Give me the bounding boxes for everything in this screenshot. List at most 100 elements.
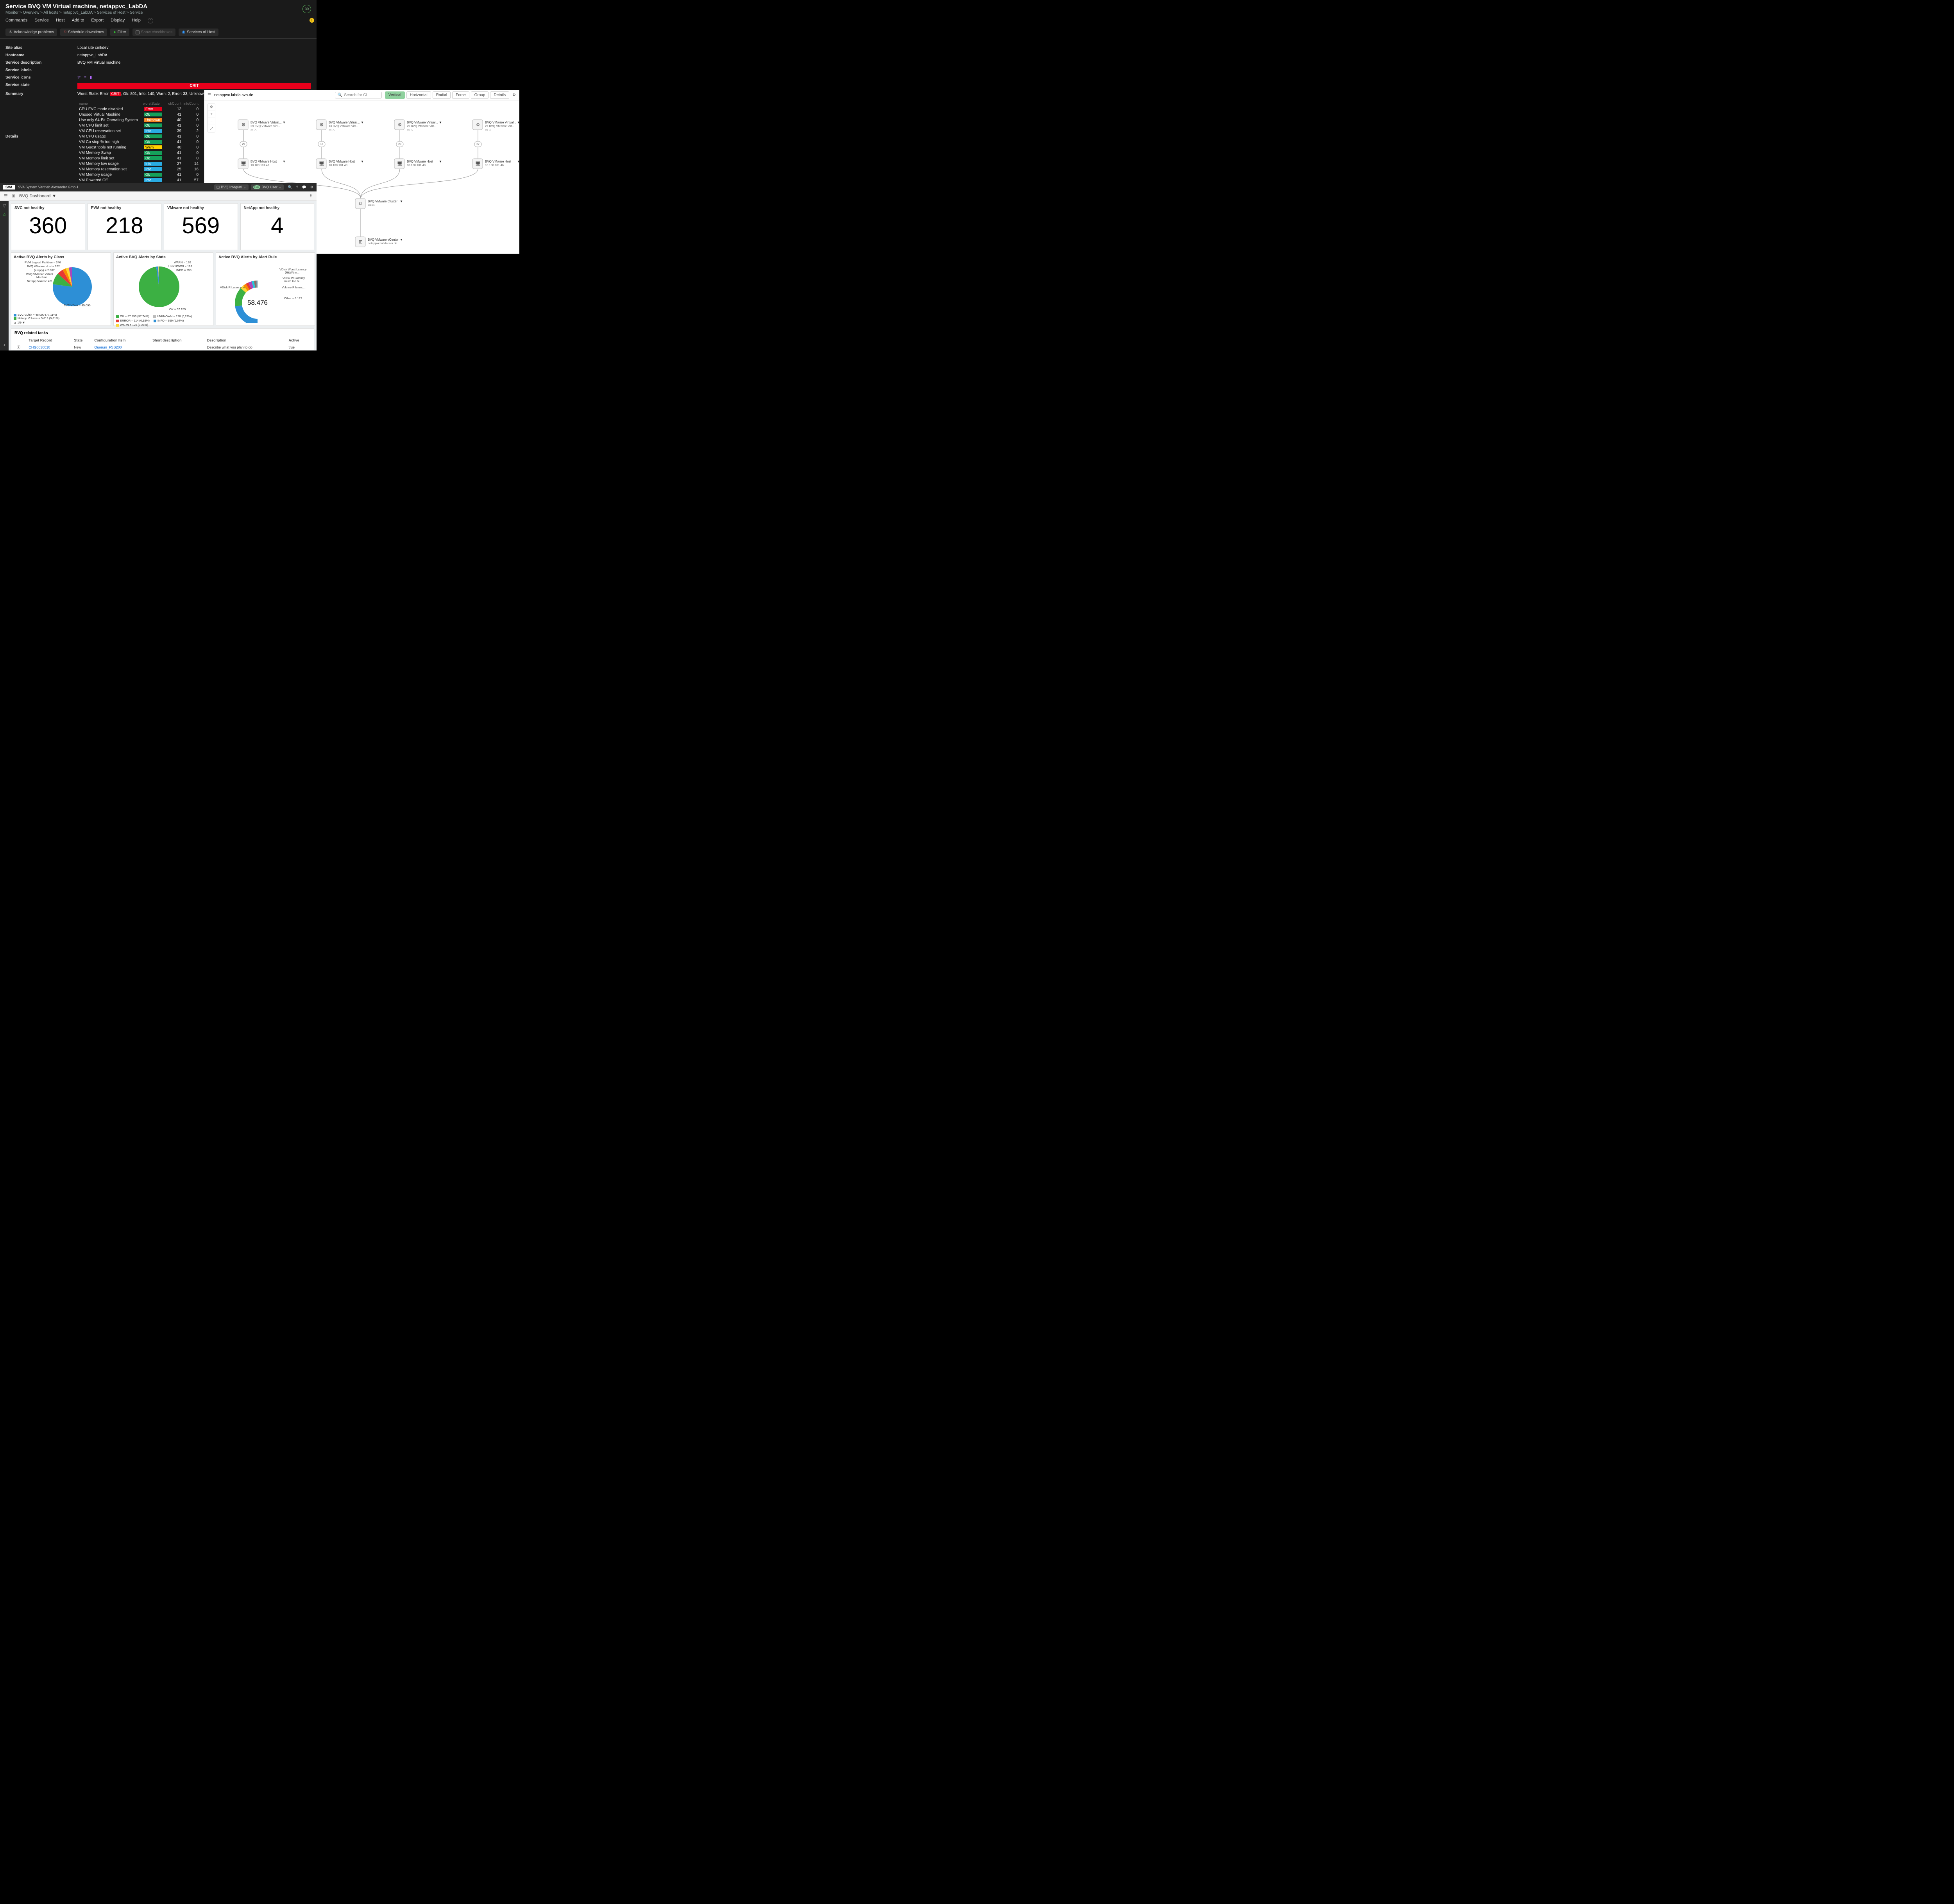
graph-icon[interactable]: ▮: [90, 75, 92, 80]
topo-path: netappvc.labda.sva.de: [214, 93, 253, 97]
svg-text:(R&W) m...: (R&W) m...: [285, 271, 299, 274]
chevron-down-icon[interactable]: ▼: [52, 194, 56, 198]
svg-text:▭ △: ▭ △: [407, 128, 413, 132]
menu-service[interactable]: Service: [34, 18, 49, 23]
kpi-row: SVC not healthy360PVM not healthy218VMwa…: [11, 203, 314, 250]
sched-button[interactable]: ⏲Schedule downtimes: [60, 29, 107, 36]
kpi-card[interactable]: VMware not healthy569: [164, 203, 238, 250]
help-icon[interactable]: ?: [296, 185, 298, 189]
tasks-table: Target RecordStateConfiguration ItemShor…: [14, 337, 311, 350]
menu-icon[interactable]: ☰: [4, 193, 8, 198]
hostname-label: Hostname: [5, 53, 77, 57]
expand-icon[interactable]: ◑: [3, 343, 6, 347]
tab-vertical[interactable]: Vertical: [385, 91, 405, 99]
svg-text:OK = 57.155: OK = 57.155: [169, 308, 186, 311]
tab-radial[interactable]: Radial: [433, 91, 451, 99]
ack-button[interactable]: ⚠Acknowledge problems: [5, 29, 57, 36]
pan-icon[interactable]: ✥: [208, 104, 215, 111]
svg-text:⚙: ⚙: [476, 122, 480, 127]
svg-text:BVQ VMware Virtual...: BVQ VMware Virtual...: [407, 121, 438, 124]
user-menu[interactable]: BUBVQ User⌄: [251, 184, 284, 190]
sidebar: ▽ ⌂ ◑: [0, 201, 9, 350]
menu-commands[interactable]: Commands: [5, 18, 27, 23]
integration-select[interactable]: ▢BVQ Integrati⌄: [214, 184, 249, 190]
tab-horizontal[interactable]: Horizontal: [406, 91, 431, 99]
pie-chart: WARN = 120UNKNOWN = 128INFO = 959 OK = 57…: [116, 260, 211, 313]
sstate-label: Service state: [5, 83, 77, 89]
grid-icon[interactable]: ⊞: [12, 193, 15, 198]
svg-text:WARN = 120: WARN = 120: [174, 261, 191, 264]
filter-button[interactable]: ●Filter: [110, 29, 129, 36]
tab-force[interactable]: Force: [452, 91, 469, 99]
showcb-button[interactable]: Show checkboxes: [132, 29, 176, 36]
chat-icon[interactable]: 💬: [302, 185, 306, 190]
checkbox-icon: [136, 30, 140, 34]
fit-icon[interactable]: ⤢: [208, 125, 215, 132]
svg-text:10.100.101.47: 10.100.101.47: [251, 163, 269, 167]
svg-text:🖥: 🖥: [240, 161, 246, 166]
search-input[interactable]: 🔍Search for CI: [335, 92, 382, 98]
list-icon[interactable]: ≡: [84, 75, 86, 80]
menu-addto[interactable]: Add to: [72, 18, 84, 23]
svg-text:Volume R latenc...: Volume R latenc...: [282, 286, 306, 289]
pager[interactable]: ▲ 1/9 ▼: [14, 321, 108, 324]
filter-icon[interactable]: ▽: [3, 203, 6, 208]
dashboard-title: BVQ Dashboard: [19, 194, 50, 198]
kpi-card[interactable]: SVC not healthy360: [11, 203, 85, 250]
kpi-card[interactable]: PVM not healthy218: [88, 203, 162, 250]
slabels-label: Service labels: [5, 68, 77, 72]
menu-display[interactable]: Display: [111, 18, 125, 23]
svg-text:BVQ VMware Host: BVQ VMware Host: [251, 160, 277, 163]
company-name: SVA System Vertrieb Alexander GmbH: [18, 185, 78, 189]
tab-group[interactable]: Group: [471, 91, 489, 99]
svg-text:Machine ...: Machine ...: [36, 275, 51, 279]
svg-text:▼: ▼: [400, 200, 403, 203]
summary-label: Summary: [5, 92, 77, 96]
share-icon[interactable]: ⇪: [309, 193, 313, 198]
site-alias-value: Local site cmkdev: [77, 46, 311, 50]
menu-help[interactable]: Help: [132, 18, 141, 23]
zoom-in-button[interactable]: +: [208, 111, 215, 118]
svg-text:▼: ▼: [283, 160, 286, 163]
filter-icon: ●: [113, 30, 116, 34]
table-row[interactable]: ⓘCHG0030010NewQuorum_FSS200Describe what…: [15, 344, 310, 350]
menu-host[interactable]: Host: [56, 18, 65, 23]
svg-text:INFO = 959: INFO = 959: [176, 268, 191, 272]
refresh-badge[interactable]: 30: [302, 5, 311, 13]
svg-text:VDisk R Latency m...: VDisk R Latency m...: [220, 286, 247, 289]
svg-text:BVQ VMware Virtual...: BVQ VMware Virtual...: [329, 121, 360, 124]
svg-text:▼: ▼: [361, 160, 364, 163]
chart-alerts-by-class: Active BVQ Alerts by Class PVM Logical P…: [11, 252, 111, 326]
search-icon: 🔍: [338, 93, 342, 97]
gear-icon[interactable]: ⚙: [310, 185, 313, 190]
hamburger-icon[interactable]: ☰: [208, 93, 211, 97]
svg-text:🖥: 🖥: [319, 161, 324, 166]
alert-indicator-icon[interactable]: !: [310, 18, 314, 23]
svg-text:🖥: 🖥: [397, 161, 403, 166]
topo-toolbar: ☰ netappvc.labda.sva.de 🔍Search for CI V…: [204, 90, 519, 100]
svg-text:UNKNOWN = 128: UNKNOWN = 128: [168, 265, 192, 268]
menu-collapse-icon[interactable]: ⌃: [148, 18, 153, 23]
home-icon[interactable]: ⌂: [3, 212, 6, 217]
svg-text:BVQ VMware Virtual...: BVQ VMware Virtual...: [485, 121, 516, 124]
search-icon[interactable]: 🔍: [288, 185, 292, 190]
soh-button[interactable]: ◉Services of Host: [179, 29, 218, 36]
pie-chart: PVM Logical Partition = 246BVQ VMware Ho…: [14, 260, 109, 311]
svg-text:BVQ VMware Host: BVQ VMware Host: [329, 160, 355, 163]
site-alias-label: Site alias: [5, 46, 77, 50]
svg-text:▭ △: ▭ △: [251, 128, 257, 132]
svg-text:BVQ VMware Host: BVQ VMware Host: [485, 160, 512, 163]
tasks-panel: BVQ related tasks Target RecordStateConf…: [11, 328, 314, 350]
reschedule-icon[interactable]: ⇄: [77, 75, 81, 80]
svg-text:(empty) = 2.807: (empty) = 2.807: [34, 268, 55, 272]
svg-text:13: 13: [320, 143, 323, 146]
chart-alerts-by-state: Active BVQ Alerts by State WARN = 120UNK…: [113, 252, 213, 326]
sicons-label: Service icons: [5, 75, 77, 80]
svg-text:10.100.101.48: 10.100.101.48: [407, 163, 426, 167]
zoom-out-button[interactable]: −: [208, 118, 215, 125]
settings-icon[interactable]: ⚙: [512, 93, 516, 97]
dash-subbar: ☰ ⊞ BVQ Dashboard ▼ ⇪: [0, 191, 317, 201]
menu-export[interactable]: Export: [91, 18, 104, 23]
kpi-card[interactable]: NetApp not healthy4: [240, 203, 315, 250]
tab-details[interactable]: Details: [490, 91, 509, 99]
